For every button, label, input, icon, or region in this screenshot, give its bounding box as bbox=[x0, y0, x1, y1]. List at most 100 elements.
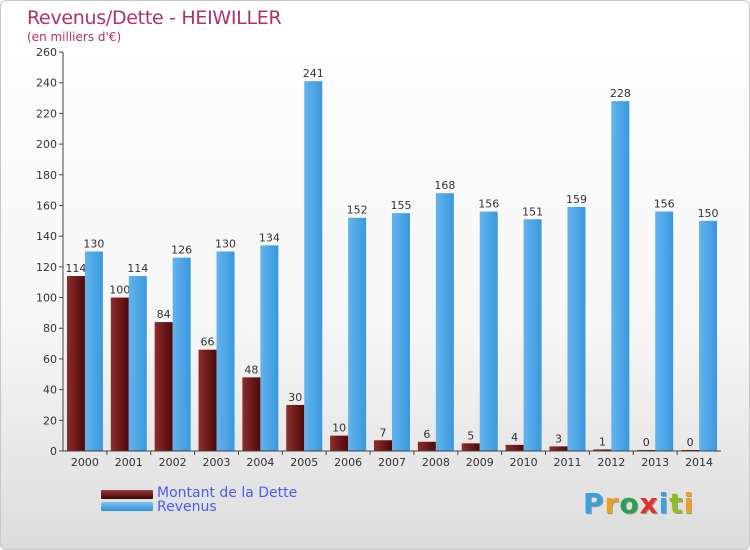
bar-debt bbox=[417, 441, 436, 451]
x-tick-label: 2001 bbox=[115, 456, 143, 469]
bar-debt bbox=[110, 297, 129, 451]
bar-revenus bbox=[567, 206, 586, 451]
value-label-debt: 0 bbox=[687, 436, 694, 449]
x-tick-label: 2012 bbox=[597, 456, 625, 469]
y-tick-label: 200 bbox=[36, 138, 57, 151]
value-label-revenus: 156 bbox=[478, 198, 499, 211]
bar-revenus bbox=[611, 101, 630, 451]
x-tick-label: 2000 bbox=[71, 456, 99, 469]
value-label-debt: 48 bbox=[244, 363, 258, 376]
value-label-revenus: 228 bbox=[610, 87, 631, 100]
bar-debt bbox=[154, 322, 173, 451]
logo-letter: r bbox=[604, 487, 620, 520]
y-tick-label: 220 bbox=[36, 107, 57, 120]
value-label-debt: 4 bbox=[511, 431, 518, 444]
y-tick-label: 0 bbox=[50, 445, 57, 458]
bar-debt bbox=[286, 404, 305, 451]
bars: 1141301001148412666130481343024110152715… bbox=[65, 67, 719, 452]
chart-title: Revenus/Dette - HEIWILLER bbox=[27, 7, 282, 29]
y-tick-label: 20 bbox=[43, 414, 57, 427]
logo-letter: i bbox=[658, 487, 670, 520]
bar-debt bbox=[330, 435, 349, 451]
bar-revenus bbox=[172, 257, 191, 451]
bar-debt bbox=[549, 446, 568, 451]
bar-debt bbox=[461, 443, 480, 451]
bar-revenus bbox=[392, 213, 410, 451]
y-axis: 0 20 40 60 80 100 120 140 160 180 200 220 240 260 bbox=[36, 46, 64, 458]
x-tick-label: 2007 bbox=[378, 456, 406, 469]
value-label-revenus: 130 bbox=[83, 238, 104, 251]
x-tick-label: 2003 bbox=[203, 456, 231, 469]
value-label-revenus: 168 bbox=[434, 179, 455, 192]
y-tick-label: 40 bbox=[43, 384, 57, 397]
y-tick-label: 260 bbox=[36, 46, 57, 59]
y-tick-label: 240 bbox=[36, 77, 57, 90]
value-label-revenus: 152 bbox=[347, 204, 368, 217]
x-tick-label: 2005 bbox=[290, 456, 318, 469]
x-tick-label: 2002 bbox=[159, 456, 187, 469]
value-label-revenus: 130 bbox=[215, 238, 236, 251]
bar-revenus bbox=[348, 217, 367, 451]
x-axis: 2000 2001 2002 2003 2004 2005 2006 2007 2008 2009… bbox=[63, 450, 721, 469]
value-label-debt: 30 bbox=[288, 391, 302, 404]
bar-debt bbox=[198, 349, 217, 451]
x-tick-label: 2006 bbox=[334, 456, 362, 469]
y-tick-label: 180 bbox=[36, 169, 57, 182]
bar-debt bbox=[374, 440, 392, 451]
value-label-debt: 100 bbox=[109, 284, 130, 297]
x-tick-label: 2013 bbox=[641, 456, 669, 469]
value-label-debt: 5 bbox=[467, 429, 474, 442]
value-label-debt: 1 bbox=[599, 435, 606, 448]
bar-revenus bbox=[216, 251, 235, 451]
value-label-revenus: 151 bbox=[522, 205, 543, 218]
y-tick-label: 80 bbox=[43, 322, 57, 335]
y-tick-label: 100 bbox=[36, 292, 57, 305]
x-tick-label: 2010 bbox=[510, 456, 538, 469]
x-tick-label: 2014 bbox=[685, 456, 713, 469]
logo-letter: P bbox=[583, 487, 605, 520]
legend-swatch-revenus bbox=[101, 502, 153, 511]
legend-label-debt: Montant de la Dette bbox=[157, 485, 298, 501]
bar-debt bbox=[505, 444, 524, 451]
bar-revenus bbox=[699, 220, 718, 451]
bar-revenus bbox=[435, 193, 454, 451]
value-label-revenus: 155 bbox=[391, 199, 412, 212]
x-tick-label: 2011 bbox=[553, 456, 581, 469]
x-tick-label: 2008 bbox=[422, 456, 450, 469]
chart-subtitle: (en milliers d'€) bbox=[27, 30, 122, 44]
value-label-debt: 10 bbox=[332, 422, 346, 435]
value-label-revenus: 126 bbox=[171, 244, 192, 257]
value-label-revenus: 114 bbox=[127, 262, 148, 275]
value-label-debt: 114 bbox=[65, 262, 86, 275]
value-label-debt: 3 bbox=[555, 432, 562, 445]
legend-label-revenus: Revenus bbox=[157, 499, 217, 515]
x-tick-label: 2004 bbox=[246, 456, 274, 469]
y-tick-label: 60 bbox=[43, 353, 57, 366]
logo-letter: x bbox=[639, 487, 659, 520]
logo-letter: o bbox=[619, 487, 640, 520]
value-label-debt: 66 bbox=[201, 336, 215, 349]
bar-revenus bbox=[260, 245, 279, 451]
y-tick-label: 120 bbox=[36, 261, 57, 274]
bar-revenus bbox=[304, 81, 323, 452]
bar-revenus bbox=[523, 219, 542, 451]
value-label-debt: 7 bbox=[380, 426, 387, 439]
bar-debt bbox=[66, 276, 85, 451]
y-tick-label: 140 bbox=[36, 230, 57, 243]
value-label-debt: 6 bbox=[423, 428, 430, 441]
value-label-debt: 0 bbox=[643, 436, 650, 449]
bar-revenus bbox=[84, 251, 103, 451]
proxiti-logo: Proxiti bbox=[583, 487, 694, 520]
bar-revenus bbox=[655, 211, 674, 451]
bar-revenus bbox=[128, 276, 147, 451]
value-label-revenus: 159 bbox=[566, 193, 587, 206]
x-tick-label: 2009 bbox=[466, 456, 494, 469]
legend-swatch-debt bbox=[101, 490, 153, 499]
bar-debt bbox=[593, 449, 612, 451]
value-label-revenus: 241 bbox=[303, 67, 324, 80]
value-label-revenus: 156 bbox=[654, 198, 675, 211]
bar-debt bbox=[242, 377, 261, 451]
value-label-revenus: 134 bbox=[259, 231, 280, 244]
